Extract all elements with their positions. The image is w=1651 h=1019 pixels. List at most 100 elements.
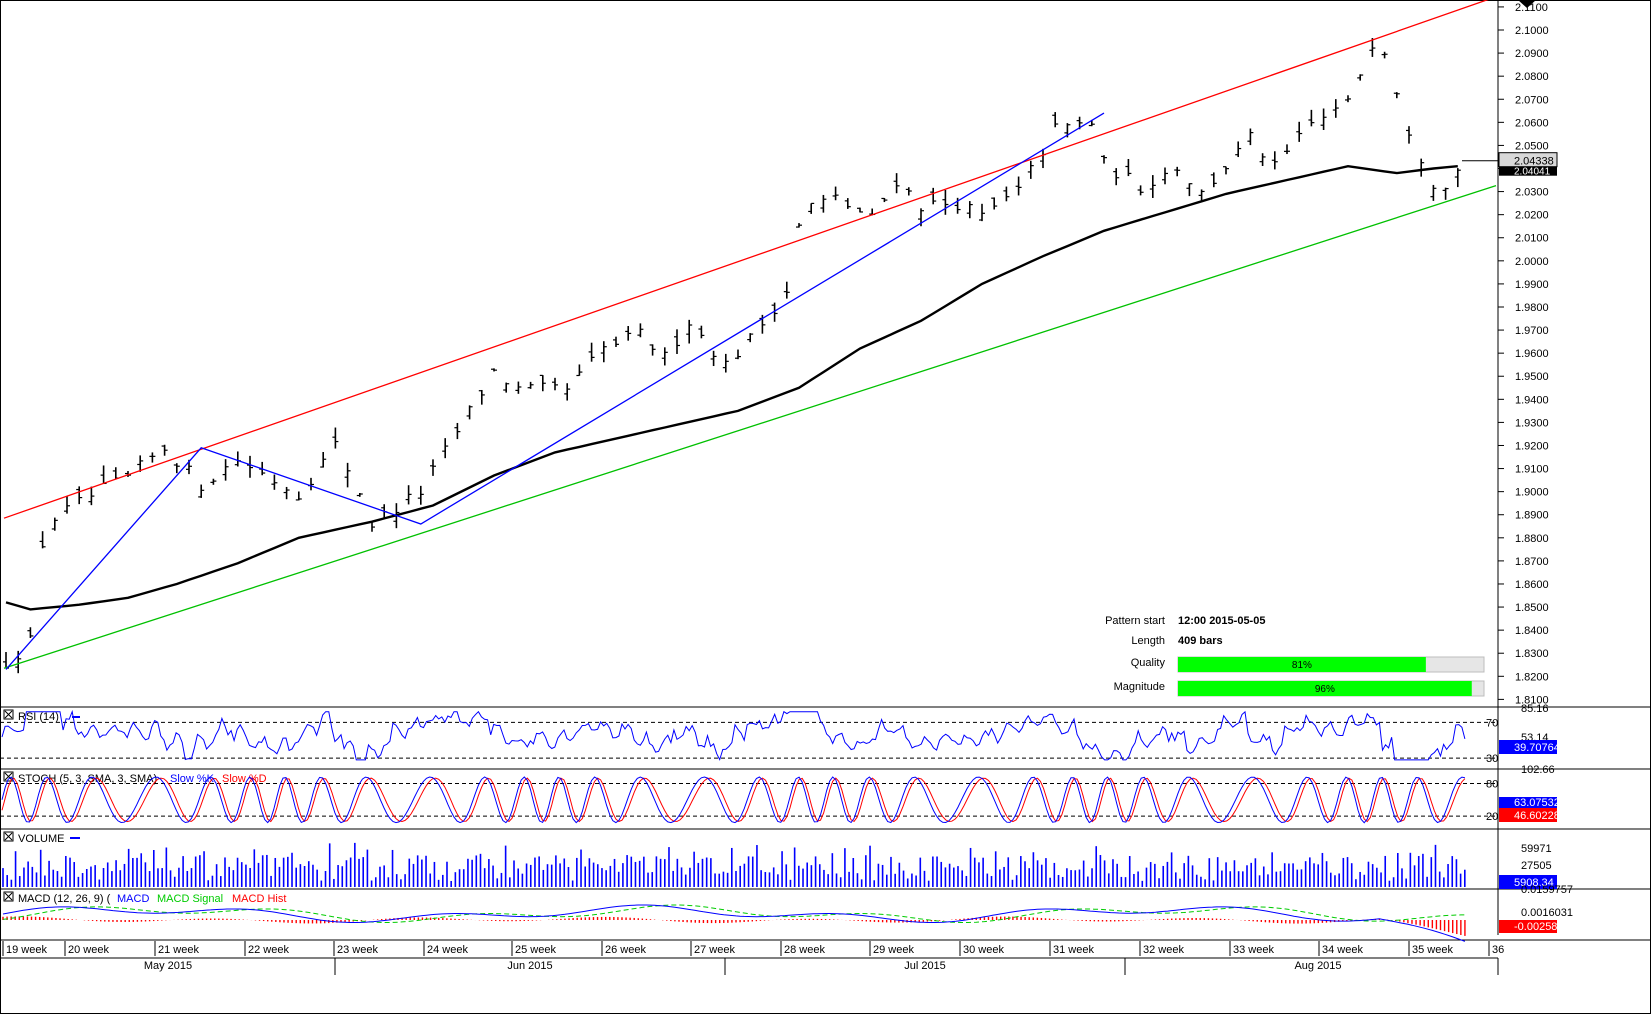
- length-label: Length: [1131, 635, 1165, 647]
- week-label: 21 week: [158, 944, 199, 956]
- y-tick-label: 2.0100: [1515, 233, 1549, 245]
- week-label: 33 week: [1233, 944, 1274, 956]
- y-tick-label: 1.9600: [1515, 348, 1549, 360]
- pattern-start-value: 12:00 2015-05-05: [1178, 615, 1265, 627]
- price-bars: [3, 38, 1461, 674]
- y-tick-label: 1.9500: [1515, 371, 1549, 383]
- stoch-level-20-label: 20: [1486, 811, 1498, 823]
- moving-average-line: [5, 164, 1458, 611]
- y-tick-label: 1.8900: [1515, 510, 1549, 522]
- y-tick-label: 2.0500: [1515, 140, 1549, 152]
- pattern-start-label: Pattern start: [1105, 615, 1165, 627]
- week-label: 28 week: [784, 944, 825, 956]
- macd-hist-label: MACD Hist: [232, 893, 286, 905]
- week-label: 27 week: [694, 944, 735, 956]
- quality-value: 81%: [1292, 660, 1312, 671]
- y-tick-label: 1.9900: [1515, 279, 1549, 291]
- y-tick-label: 1.8600: [1515, 579, 1549, 591]
- stoch-k-line: [1, 776, 1465, 824]
- stoch-d-last-value: 46.60228: [1514, 810, 1560, 822]
- volume-scale-mid: 27505: [1521, 860, 1552, 872]
- y-tick-label: 2.0700: [1515, 94, 1549, 106]
- rsi-line: [1, 709, 1466, 761]
- week-label: 29 week: [873, 944, 914, 956]
- quality-label: Quality: [1131, 657, 1166, 669]
- stoch-label: STOCH (5, 3, SMA, 3, SMA): [18, 773, 157, 785]
- week-label: 30 week: [963, 944, 1004, 956]
- stoch-d-line: [1, 777, 1466, 823]
- rsi-last-box: [1499, 740, 1557, 754]
- macd-line: [2, 904, 1466, 942]
- week-label: 25 week: [515, 944, 556, 956]
- month-label: Jun 2015: [507, 960, 552, 972]
- y-tick-label: 1.8400: [1515, 625, 1549, 637]
- y-tick-label: 1.8500: [1515, 602, 1549, 614]
- y-tick-label: 2.1000: [1515, 25, 1549, 37]
- stoch-scale-top: 102.66: [1521, 764, 1555, 776]
- magnitude-bar-fill: [1178, 681, 1472, 696]
- volume-scale-top: 59971: [1521, 843, 1552, 855]
- rsi-level-30-label: 30: [1486, 753, 1498, 765]
- week-label: 32 week: [1143, 944, 1184, 956]
- y-tick-label: 1.9000: [1515, 487, 1549, 499]
- stoch-d-label: Slow %D: [222, 773, 267, 785]
- week-label: 19 week: [6, 944, 47, 956]
- stoch-k-last-value: 63.07532: [1514, 797, 1560, 809]
- y-tick-label: 2.0600: [1515, 117, 1549, 129]
- macd-hist-last-box: [1499, 920, 1557, 933]
- pattern-zigzag-line: [5, 112, 1105, 670]
- y-tick-label: 1.8700: [1515, 556, 1549, 568]
- quality-bar-fill: [1178, 657, 1426, 672]
- y-tick-label: 1.9800: [1515, 302, 1549, 314]
- rsi-label: RSI (14): [18, 711, 59, 723]
- last-ma-label: 2.04041: [1514, 167, 1551, 178]
- y-tick-label: 2.0000: [1515, 256, 1549, 268]
- macd-series-label: MACD: [117, 893, 149, 905]
- y-axis-ticks: [1498, 6, 1504, 700]
- stoch-k-label: Slow %K: [170, 773, 215, 785]
- month-label: Aug 2015: [1294, 960, 1341, 972]
- week-label: 23 week: [337, 944, 378, 956]
- magnitude-value: 96%: [1315, 684, 1335, 695]
- rsi-level-70-label: 70: [1486, 717, 1498, 729]
- week-label: 36: [1492, 944, 1504, 956]
- volume-label: VOLUME: [18, 833, 64, 845]
- volume-last-value: 5908.34: [1514, 877, 1554, 889]
- y-tick-label: 1.9100: [1515, 464, 1549, 476]
- lower-channel-line: [3, 184, 1497, 669]
- week-label: 24 week: [427, 944, 468, 956]
- rsi-close-icon: [4, 710, 13, 719]
- volume-close-icon: [4, 832, 13, 841]
- magnitude-label: Magnitude: [1114, 681, 1165, 693]
- y-tick-label: 2.0200: [1515, 210, 1549, 222]
- y-tick-label: 2.0800: [1515, 71, 1549, 83]
- stoch-close-icon: [4, 772, 13, 781]
- macd-label: MACD (12, 26, 9) (: [18, 893, 111, 905]
- y-tick-label: 1.8300: [1515, 648, 1549, 660]
- y-tick-label: 2.0900: [1515, 48, 1549, 60]
- y-tick-label: 1.8800: [1515, 533, 1549, 545]
- macd-hist-last-value: -0.002584: [1514, 921, 1564, 933]
- macd-scale-top: 0.0159757: [1521, 884, 1573, 896]
- stoch-k-last-box: [1499, 797, 1557, 809]
- y-tick-label: 2.1100: [1515, 2, 1548, 14]
- macd-signal-line: [2, 904, 1465, 923]
- y-tick-label: 1.8100: [1515, 694, 1549, 706]
- stoch-level-80-label: 80: [1486, 779, 1498, 791]
- last-price-label: 2.04338: [1514, 156, 1554, 168]
- upper-channel-line: [3, 0, 1489, 519]
- week-label: 35 week: [1412, 944, 1453, 956]
- macd-scale-mid: 0.0016031: [1521, 907, 1573, 919]
- week-label: 26 week: [605, 944, 646, 956]
- week-label: 34 week: [1322, 944, 1363, 956]
- volume-bars: [2, 842, 1466, 887]
- week-label: 22 week: [248, 944, 289, 956]
- macd-signal-label: MACD Signal: [157, 893, 223, 905]
- month-label: Jul 2015: [904, 960, 946, 972]
- y-tick-label: 1.9700: [1515, 325, 1549, 337]
- length-value: 409 bars: [1178, 635, 1223, 647]
- last-ma-box: [1499, 166, 1557, 176]
